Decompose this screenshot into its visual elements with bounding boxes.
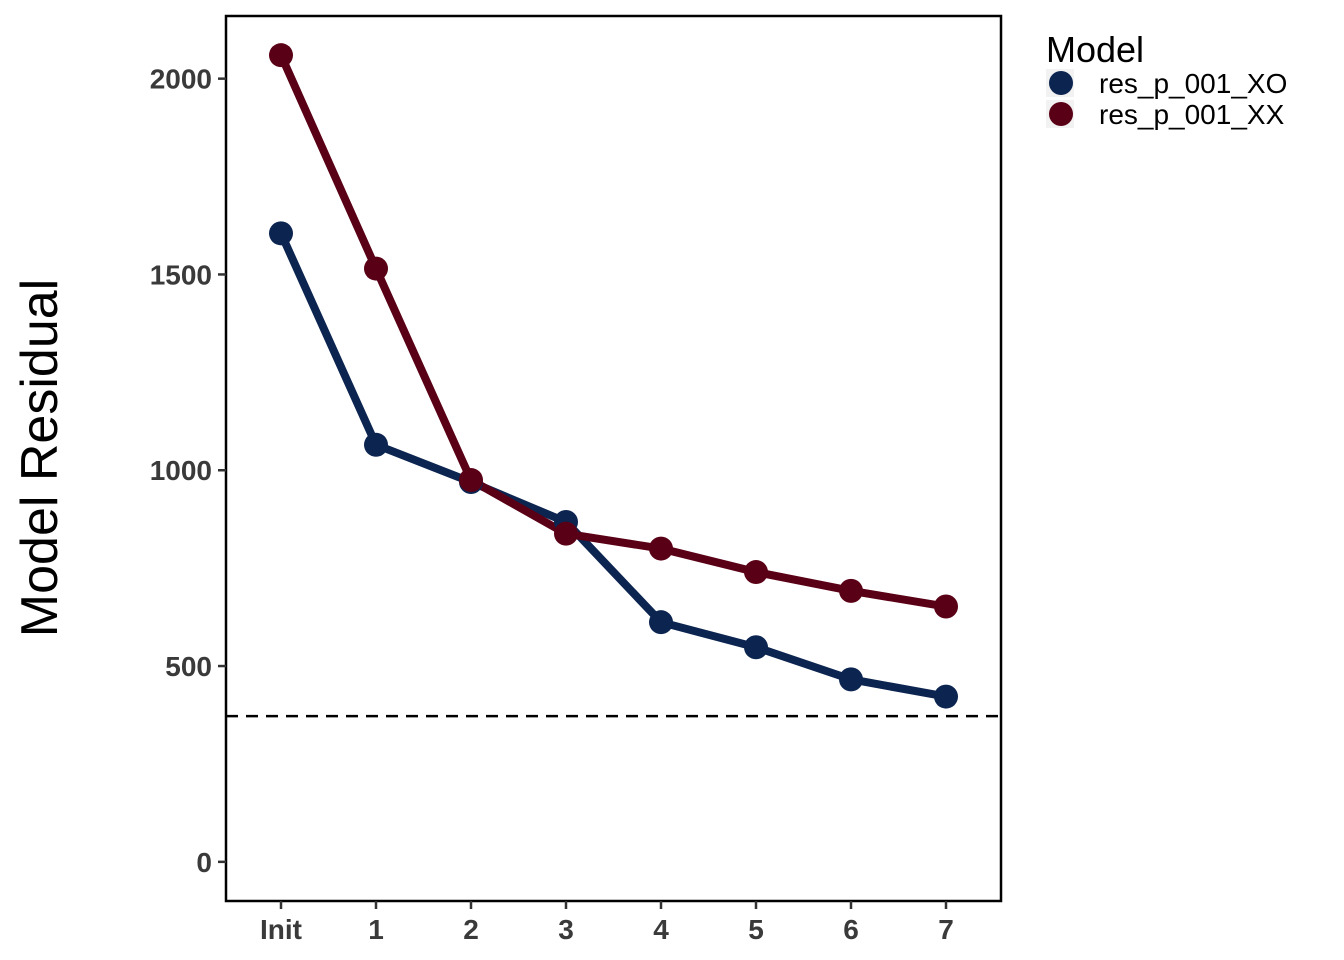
series-2-point-1 bbox=[364, 256, 388, 281]
y-axis-title: Model Residual bbox=[11, 279, 69, 637]
legend-title: Model bbox=[1046, 29, 1144, 70]
series-2-point-Init bbox=[269, 43, 293, 68]
x-axis: Init 1 2 3 4 5 6 7 bbox=[260, 901, 954, 945]
y-tick-label: 1000 bbox=[150, 455, 212, 486]
series-1-point-1 bbox=[364, 432, 388, 457]
legend-label-2: res_p_001_XX bbox=[1099, 99, 1285, 130]
y-axis: 0 500 1000 1500 2000 bbox=[150, 64, 226, 878]
legend-key-2 bbox=[1049, 102, 1073, 126]
plot-panel-border bbox=[224, 14, 1003, 903]
x-tick-label: 3 bbox=[558, 914, 574, 945]
y-tick-label: 500 bbox=[165, 651, 212, 682]
series-1-point-6 bbox=[839, 667, 863, 692]
series-2-point-4 bbox=[649, 536, 673, 561]
series-1-point-7 bbox=[934, 684, 958, 709]
x-tick-label: 2 bbox=[463, 914, 479, 945]
series-2-point-3 bbox=[554, 521, 578, 546]
series-line-2 bbox=[277, 51, 950, 611]
series-2-point-2 bbox=[459, 468, 483, 493]
y-tick-label: 2000 bbox=[150, 64, 212, 95]
x-tick-label: 5 bbox=[748, 914, 764, 945]
x-tick-label: Init bbox=[260, 914, 302, 945]
series-1-point-5 bbox=[744, 635, 768, 660]
series-1-point-Init bbox=[269, 221, 293, 246]
series-line-1 bbox=[277, 229, 950, 701]
x-tick-label: 6 bbox=[843, 914, 859, 945]
y-tick-label: 1500 bbox=[150, 259, 212, 290]
series-2-point-5 bbox=[744, 560, 768, 585]
series-2-point-6 bbox=[839, 578, 863, 603]
series-2-point-7 bbox=[934, 594, 958, 619]
series-1-point-4 bbox=[649, 610, 673, 635]
legend-label-1: res_p_001_XO bbox=[1099, 68, 1287, 99]
x-tick-label: 1 bbox=[368, 914, 384, 945]
y-tick-label: 0 bbox=[196, 847, 212, 878]
legend-key-1 bbox=[1049, 71, 1073, 95]
plot-area bbox=[226, 43, 1001, 718]
x-tick-label: 4 bbox=[653, 914, 669, 945]
x-tick-label: 7 bbox=[938, 914, 954, 945]
